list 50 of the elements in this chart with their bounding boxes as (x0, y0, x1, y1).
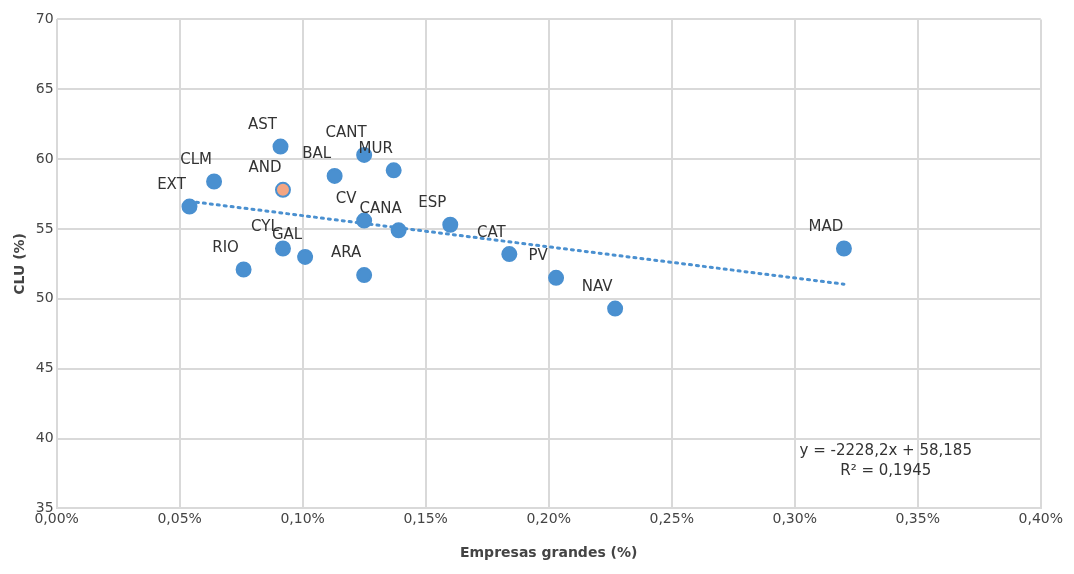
data-label: AND (248, 158, 282, 177)
point (356, 212, 373, 229)
point (206, 173, 223, 190)
point (548, 269, 565, 286)
y-tick-label: 65 (35, 79, 54, 96)
x-tick-label: 0,35% (895, 510, 940, 527)
data-label: RIO (212, 237, 239, 256)
point (235, 261, 252, 278)
annotation: y = -2228,2x + 58,185 (799, 440, 972, 459)
data-label: ARA (330, 243, 363, 262)
point (326, 167, 343, 184)
x-tick-label: 0,20% (526, 510, 571, 527)
x-tick-label: 0,40% (1018, 510, 1063, 527)
x-tick-label: 0,30% (772, 510, 817, 527)
data-label: EXT (157, 175, 187, 194)
data-label: ESP (418, 193, 447, 212)
x-tick-label: 0,05% (157, 510, 202, 527)
y-tick-label: 40 (35, 429, 54, 446)
data-label: NAV (581, 277, 614, 295)
data-label: CAT (476, 222, 507, 241)
point (607, 300, 624, 317)
annotation: R² = 0,1945 (840, 460, 932, 479)
point (442, 216, 459, 233)
data-label: AST (248, 114, 278, 133)
data-label: CANA (359, 198, 403, 217)
point (390, 222, 407, 239)
y-tick-label: 45 (35, 359, 54, 376)
data-label: CV (335, 188, 358, 207)
point (297, 248, 314, 265)
point (274, 240, 291, 257)
y-tick-label: 70 (35, 10, 54, 27)
point (835, 240, 852, 257)
x-axis-title: Empresas grandes (%) (459, 544, 638, 561)
data-label: PV (528, 246, 549, 265)
data-label: MAD (808, 216, 844, 235)
point (501, 246, 518, 263)
x-tick-label: 0,25% (649, 510, 694, 527)
point (274, 181, 291, 198)
point (385, 162, 402, 179)
y-tick-label: 55 (35, 219, 54, 236)
point (181, 198, 198, 215)
point (356, 267, 373, 284)
y-axis-title: CLU (%) (11, 233, 28, 295)
y-tick-label: 60 (35, 149, 54, 166)
x-tick-label: 0,15% (403, 510, 448, 527)
x-tick-label: 0,10% (280, 510, 325, 527)
point (272, 138, 289, 155)
data-label: BAL (302, 144, 332, 163)
data-label: CLM (180, 149, 212, 168)
y-tick-label: 50 (35, 289, 54, 306)
